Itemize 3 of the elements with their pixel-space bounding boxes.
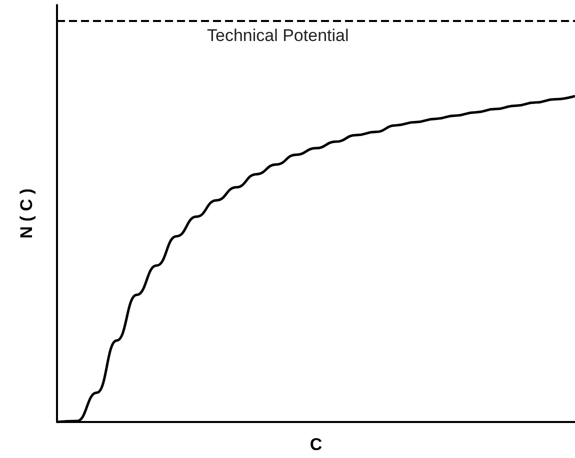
y-axis-title: N ( C ): [17, 188, 36, 239]
x-axis-title: C: [310, 435, 322, 454]
ref-line-label: Technical Potential: [207, 26, 349, 46]
